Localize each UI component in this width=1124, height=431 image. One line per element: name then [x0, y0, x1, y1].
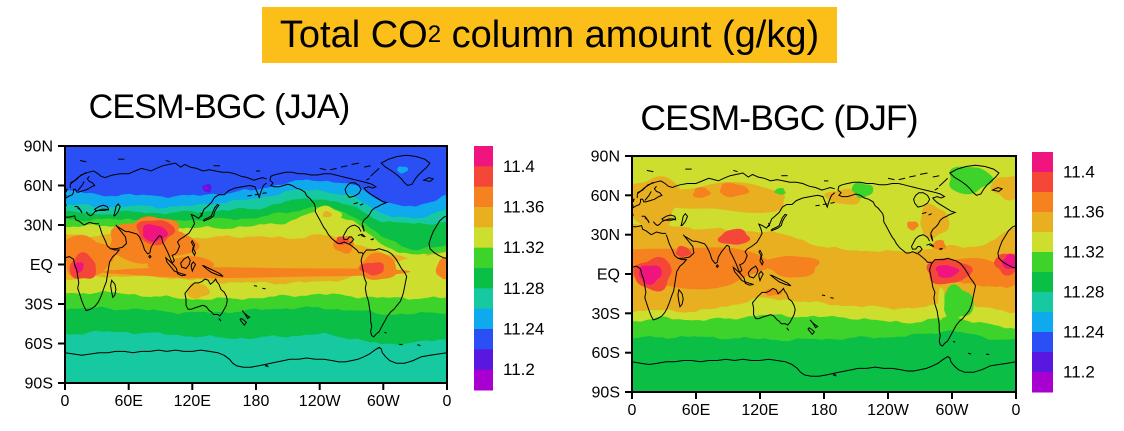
svg-text:11.24: 11.24: [1063, 322, 1104, 341]
svg-text:0: 0: [1012, 402, 1021, 419]
svg-text:120W: 120W: [867, 402, 910, 419]
svg-text:180: 180: [243, 393, 270, 410]
svg-text:11.32: 11.32: [1063, 242, 1104, 261]
svg-text:180: 180: [811, 402, 838, 419]
svg-text:120W: 120W: [299, 393, 342, 410]
svg-text:30N: 30N: [24, 218, 53, 235]
svg-text:11.4: 11.4: [1063, 162, 1095, 181]
svg-text:60E: 60E: [682, 402, 710, 419]
svg-text:11.28: 11.28: [503, 279, 544, 298]
svg-text:11.28: 11.28: [1063, 282, 1104, 301]
svg-text:90N: 90N: [24, 139, 53, 156]
svg-text:60W: 60W: [936, 402, 970, 419]
svg-text:60S: 60S: [25, 336, 53, 353]
svg-text:30S: 30S: [592, 305, 620, 322]
svg-text:EQ: EQ: [597, 266, 620, 283]
svg-text:60W: 60W: [367, 393, 401, 410]
svg-text:11.2: 11.2: [503, 360, 535, 379]
svg-text:11.24: 11.24: [503, 320, 544, 339]
svg-text:90S: 90S: [592, 384, 620, 401]
svg-text:11.4: 11.4: [503, 157, 535, 176]
svg-text:0: 0: [628, 402, 637, 419]
svg-text:90S: 90S: [25, 376, 53, 393]
svg-text:11.32: 11.32: [503, 238, 544, 257]
svg-text:120E: 120E: [741, 402, 778, 419]
svg-text:11.36: 11.36: [1063, 202, 1104, 221]
svg-text:90N: 90N: [591, 148, 620, 165]
svg-text:120E: 120E: [174, 393, 211, 410]
svg-text:EQ: EQ: [30, 257, 53, 274]
svg-text:0: 0: [61, 393, 70, 410]
svg-text:60S: 60S: [592, 345, 620, 362]
svg-text:11.2: 11.2: [1063, 362, 1095, 381]
svg-text:30N: 30N: [591, 227, 620, 244]
svg-text:0: 0: [443, 393, 452, 410]
svg-text:60N: 60N: [591, 187, 620, 204]
svg-text:60N: 60N: [24, 178, 53, 195]
svg-text:30S: 30S: [25, 297, 53, 314]
svg-text:11.36: 11.36: [503, 198, 544, 217]
svg-text:60E: 60E: [114, 393, 142, 410]
